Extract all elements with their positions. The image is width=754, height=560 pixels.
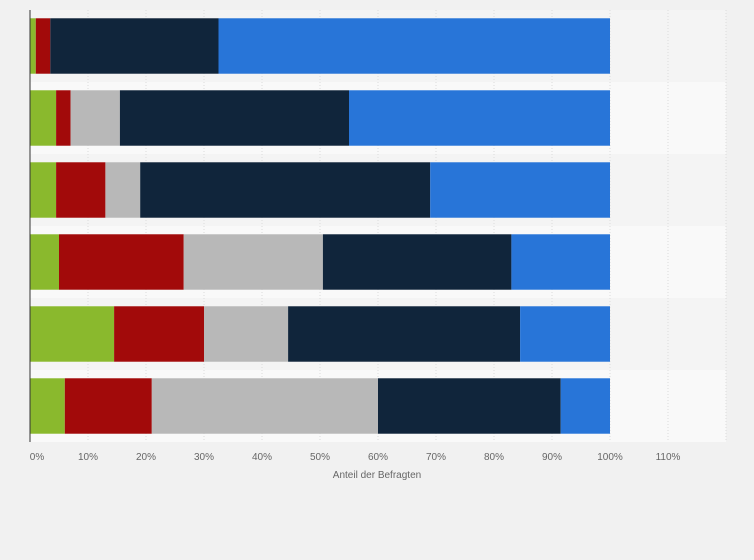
- x-tick-label: 80%: [484, 452, 504, 463]
- bar-segment: [288, 306, 521, 362]
- bar-segment: [30, 90, 57, 146]
- x-tick-label: 0%: [30, 452, 45, 463]
- bar-segment: [204, 306, 289, 362]
- bar-segment: [105, 162, 141, 218]
- x-axis-title: Anteil der Befragten: [333, 470, 421, 481]
- x-tick-label: 10%: [78, 452, 98, 463]
- x-tick-label: 20%: [136, 452, 156, 463]
- bar-segment: [30, 234, 59, 290]
- x-tick-label: 50%: [310, 452, 330, 463]
- bar-segment: [70, 90, 120, 146]
- x-tick-label: 70%: [426, 452, 446, 463]
- bar-segment: [30, 306, 115, 362]
- bar-segment: [35, 18, 51, 74]
- x-tick-label: 30%: [194, 452, 214, 463]
- bar-segment: [114, 306, 204, 362]
- bars: [30, 18, 610, 434]
- x-tick-label: 110%: [656, 452, 681, 463]
- bar-segment: [430, 162, 610, 218]
- bar-segment: [322, 234, 512, 290]
- bar-segment: [56, 162, 106, 218]
- bar-segment: [151, 378, 378, 434]
- bar-segment: [560, 378, 610, 434]
- x-tick-label: 60%: [368, 452, 388, 463]
- bar-segment: [56, 90, 71, 146]
- bar-segment: [119, 90, 350, 146]
- x-tick-label: 40%: [252, 452, 272, 463]
- x-tick-label: 90%: [542, 452, 562, 463]
- gridlines: [87, 10, 727, 442]
- bar-segment: [520, 306, 610, 362]
- bar-segment: [140, 162, 431, 218]
- bar-segment: [30, 162, 57, 218]
- bar-segment: [64, 378, 152, 434]
- bar-segment: [511, 234, 610, 290]
- bar-segment: [50, 18, 219, 74]
- bar-segment: [30, 18, 36, 74]
- bar-segment: [59, 234, 184, 290]
- bar-segment: [378, 378, 561, 434]
- bar-segment: [30, 378, 65, 434]
- bar-segment: [183, 234, 323, 290]
- bar-segment: [349, 90, 610, 146]
- x-tick-label: 100%: [597, 452, 623, 463]
- x-tick-labels: 0% 10% 20% 30% 40% 50% 60% 70% 80% 90% 100% 110%: [30, 452, 681, 463]
- bar-segment: [218, 18, 610, 74]
